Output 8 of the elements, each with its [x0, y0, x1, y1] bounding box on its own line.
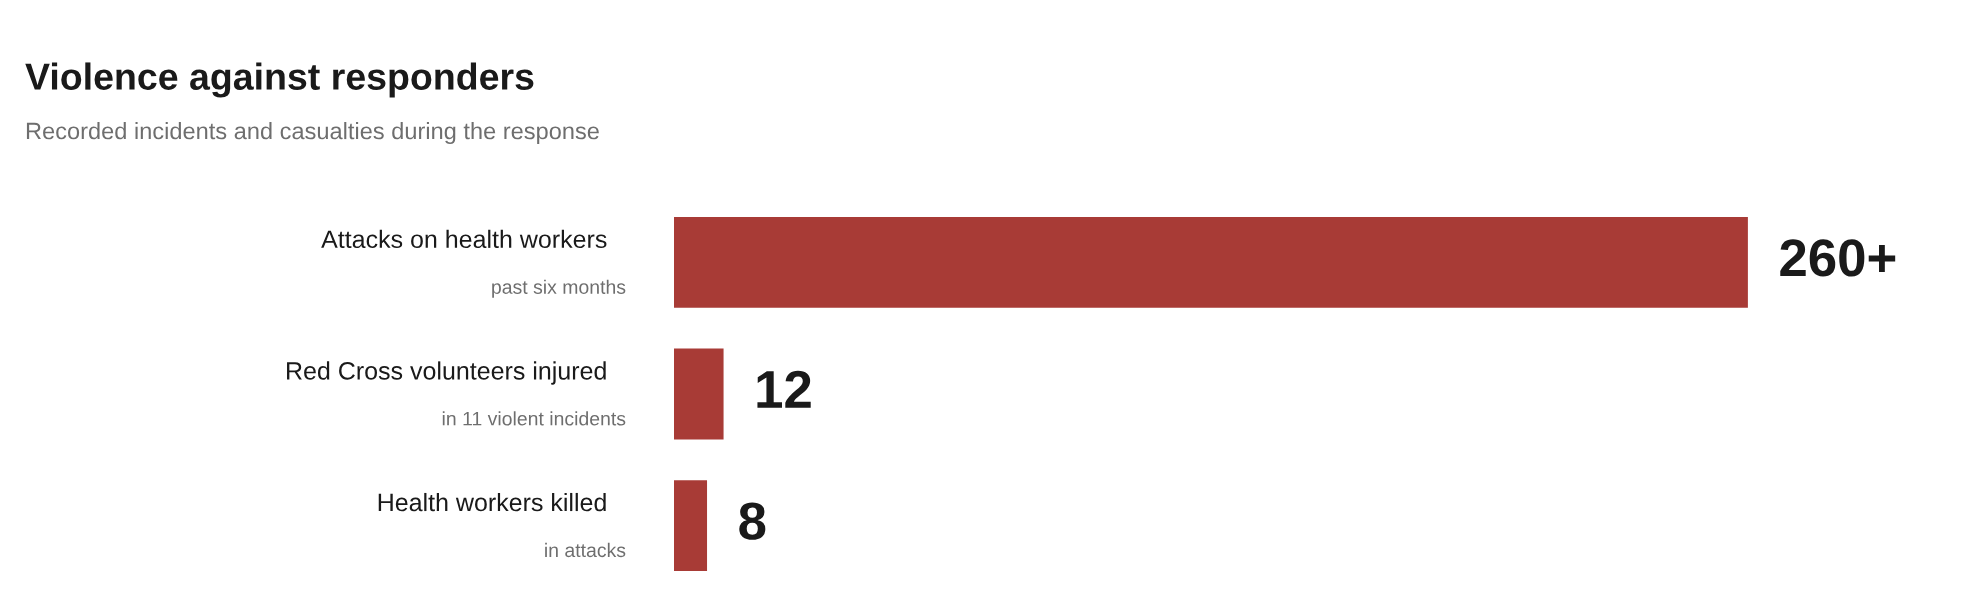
data-label: 8	[739, 502, 766, 540]
category-label: Attacks on health workers past six months	[321, 229, 626, 298]
text: Violence against responders	[25, 62, 534, 98]
category-label: Health workers killed in attacks	[378, 492, 626, 558]
data-label: 260+	[1780, 239, 1896, 277]
data-label: 12	[757, 370, 811, 408]
category-label: Red Cross volunteers injured in 11 violent incidents	[287, 361, 626, 426]
text: Recorded incidents and casualties during the response	[26, 122, 599, 145]
